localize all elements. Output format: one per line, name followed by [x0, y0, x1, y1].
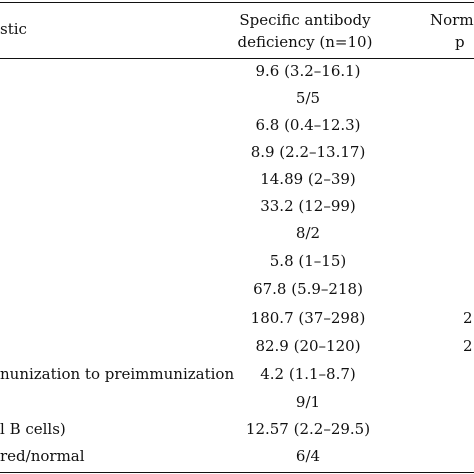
header-normal-fragment-line2: p — [455, 33, 465, 51]
table-top-rule — [0, 2, 474, 3]
row-value: 9.6 (3.2–16.1) — [255, 62, 361, 80]
table-row: 8/2 — [0, 220, 474, 246]
row-value: 33.2 (12–99) — [260, 197, 356, 215]
table-row: 14.89 (2–39) — [0, 166, 474, 192]
row-value: 82.9 (20–120) — [255, 337, 361, 355]
header-sad-line2: deficiency (n=10) — [237, 33, 373, 51]
row-normal-value: 2 — [463, 337, 473, 355]
row-normal-value: 2 — [463, 309, 473, 327]
row-value: 5/5 — [295, 89, 321, 107]
table-row: 6.8 (0.4–12.3) — [0, 112, 474, 138]
table-row: 5.8 (1–15) — [0, 248, 474, 274]
header-sad-line1: Specific antibody — [239, 11, 371, 29]
row-value: 12.57 (2.2–29.5) — [245, 420, 371, 438]
row-value: 5.8 (1–15) — [269, 252, 347, 270]
row-value: 67.8 (5.9–218) — [253, 280, 363, 298]
table-row: 33.2 (12–99) — [0, 193, 474, 219]
header-bottom-rule — [0, 58, 474, 59]
row-value: 6/4 — [295, 447, 321, 465]
header-specific-antibody-deficiency: Specific antibody deficiency (n=10) — [220, 9, 390, 53]
table-row: 9.6 (3.2–16.1) — [0, 58, 474, 84]
table-row: 180.7 (37–298) 2 — [0, 305, 474, 331]
table-row: 82.9 (20–120) 2 — [0, 333, 474, 359]
table-row: red/normal 6/4 — [0, 443, 474, 469]
row-value: 9/1 — [295, 393, 321, 411]
row-label: l B cells) — [0, 420, 66, 438]
header-normal-fragment: Norm — [430, 11, 474, 29]
row-value: 6.8 (0.4–12.3) — [255, 116, 361, 134]
table-row: 5/5 — [0, 85, 474, 111]
row-value: 8/2 — [295, 224, 321, 242]
row-value: 8.9 (2.2–13.17) — [250, 143, 366, 161]
row-label: nunization to preimmunization — [0, 365, 235, 383]
table-row: nunization to preimmunization 4.2 (1.1–8… — [0, 361, 474, 387]
row-value: 180.7 (37–298) — [250, 309, 366, 327]
table-bottom-rule — [0, 472, 474, 473]
table-row: 67.8 (5.9–218) — [0, 276, 474, 302]
row-value: 4.2 (1.1–8.7) — [260, 365, 356, 383]
table-row: 8.9 (2.2–13.17) — [0, 139, 474, 165]
table-row: l B cells) 12.57 (2.2–29.5) — [0, 416, 474, 442]
row-value: 14.89 (2–39) — [260, 170, 356, 188]
table-row: 9/1 — [0, 389, 474, 415]
header-characteristic-fragment: stic — [0, 20, 27, 38]
row-label: red/normal — [0, 447, 85, 465]
